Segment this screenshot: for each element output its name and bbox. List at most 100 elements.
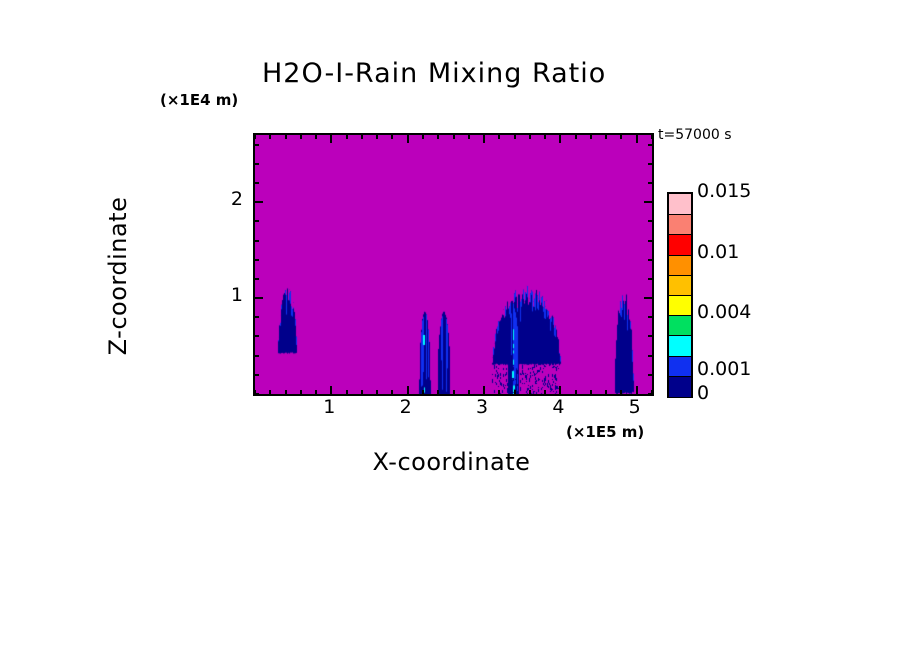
page-title: H2O-I-Rain Mixing Ratio <box>262 58 607 89</box>
y-minor-tick <box>255 162 259 165</box>
x-minor-tick <box>269 390 272 394</box>
y-minor-tick <box>255 335 259 338</box>
y-minor-tick-right <box>648 354 652 357</box>
x-minor-tick-top <box>437 135 440 139</box>
colorbar-tick-label: 0.001 <box>697 357 752 380</box>
x-minor-tick-top <box>421 135 424 139</box>
x-tick-label: 1 <box>323 396 336 418</box>
y-major-tick <box>255 297 263 300</box>
x-minor-tick-top <box>605 135 608 139</box>
y-minor-tick <box>255 239 259 242</box>
x-minor-tick-top <box>452 135 455 139</box>
x-tick-label: 4 <box>552 396 565 418</box>
colorbar-band <box>669 335 691 357</box>
x-minor-tick-top <box>589 135 592 139</box>
x-major-tick-top <box>483 135 486 143</box>
x-minor-tick-top <box>391 135 394 139</box>
x-minor-tick <box>284 390 287 394</box>
contour-field <box>255 135 652 394</box>
y-minor-tick-right <box>648 220 652 223</box>
x-minor-tick-top <box>544 135 547 139</box>
colorbar-tick-label: 0 <box>697 382 710 404</box>
y-minor-tick-right <box>648 181 652 184</box>
x-minor-tick <box>299 390 302 394</box>
x-major-tick-top <box>635 135 638 143</box>
colorbar-band <box>669 234 691 256</box>
x-minor-tick <box>255 390 256 394</box>
x-minor-tick <box>651 390 652 394</box>
x-minor-tick <box>498 390 501 394</box>
x-minor-tick-top <box>345 135 348 139</box>
y-minor-tick-right <box>648 143 652 146</box>
y-minor-tick-right <box>648 393 652 394</box>
y-minor-tick-right <box>648 258 652 261</box>
x-minor-tick <box>452 390 455 394</box>
y-minor-tick <box>255 277 259 280</box>
x-axis-unit-label: (×1E5 m) <box>566 423 645 441</box>
y-minor-tick-right <box>648 335 652 338</box>
x-minor-tick <box>620 390 623 394</box>
plot-area[interactable] <box>253 133 654 396</box>
x-major-tick <box>406 386 409 394</box>
colorbar-band <box>669 214 691 236</box>
x-major-tick <box>559 386 562 394</box>
y-axis-unit-label: (×1E4 m) <box>160 91 239 109</box>
x-minor-tick <box>605 390 608 394</box>
y-minor-tick-right <box>648 239 652 242</box>
x-major-tick-top <box>406 135 409 143</box>
colorbar-tick-label: 0.015 <box>697 180 752 202</box>
x-tick-label: 5 <box>628 396 641 418</box>
x-major-tick <box>330 386 333 394</box>
x-minor-tick-top <box>299 135 302 139</box>
x-minor-tick <box>391 390 394 394</box>
colorbar-band <box>669 274 691 296</box>
y-minor-tick-right <box>648 316 652 319</box>
x-minor-tick <box>467 390 470 394</box>
x-minor-tick <box>437 390 440 394</box>
x-minor-tick-top <box>315 135 318 139</box>
y-major-tick-right <box>644 297 652 300</box>
y-major-tick-right <box>644 201 652 204</box>
x-tick-label: 3 <box>475 396 489 418</box>
x-major-tick-top <box>330 135 333 143</box>
y-tick-label: 2 <box>230 188 243 211</box>
colorbar-tick-label: 0.004 <box>697 301 752 324</box>
y-minor-tick <box>255 393 259 394</box>
x-minor-tick <box>589 390 592 394</box>
y-axis-title: Z-coordinate <box>104 196 132 356</box>
x-minor-tick-top <box>574 135 577 139</box>
x-major-tick-top <box>559 135 562 143</box>
y-minor-tick <box>255 316 259 319</box>
y-minor-tick <box>255 354 259 357</box>
colorbar-band <box>669 355 691 377</box>
x-minor-tick-top <box>528 135 531 139</box>
x-minor-tick-top <box>284 135 287 139</box>
x-tick-label: 2 <box>399 396 412 418</box>
y-minor-tick <box>255 373 259 376</box>
colorbar-band <box>669 254 691 276</box>
x-minor-tick <box>360 390 363 394</box>
x-minor-tick-top <box>498 135 501 139</box>
colorbar[interactable] <box>667 192 693 398</box>
y-major-tick <box>255 201 263 204</box>
x-minor-tick <box>544 390 547 394</box>
x-minor-tick <box>315 390 318 394</box>
y-minor-tick <box>255 143 259 146</box>
x-minor-tick-top <box>467 135 470 139</box>
x-major-tick <box>483 386 486 394</box>
time-annotation: t=57000 s <box>658 127 732 143</box>
colorbar-band <box>669 315 691 337</box>
y-minor-tick-right <box>648 277 652 280</box>
x-major-tick <box>635 386 638 394</box>
x-minor-tick <box>574 390 577 394</box>
x-minor-tick-top <box>651 135 652 139</box>
x-minor-tick <box>421 390 424 394</box>
colorbar-band <box>669 295 691 317</box>
x-minor-tick-top <box>376 135 379 139</box>
x-minor-tick <box>528 390 531 394</box>
y-minor-tick <box>255 258 259 261</box>
x-minor-tick-top <box>255 135 256 139</box>
colorbar-tick-label: 0.01 <box>697 240 740 263</box>
y-minor-tick <box>255 181 259 184</box>
